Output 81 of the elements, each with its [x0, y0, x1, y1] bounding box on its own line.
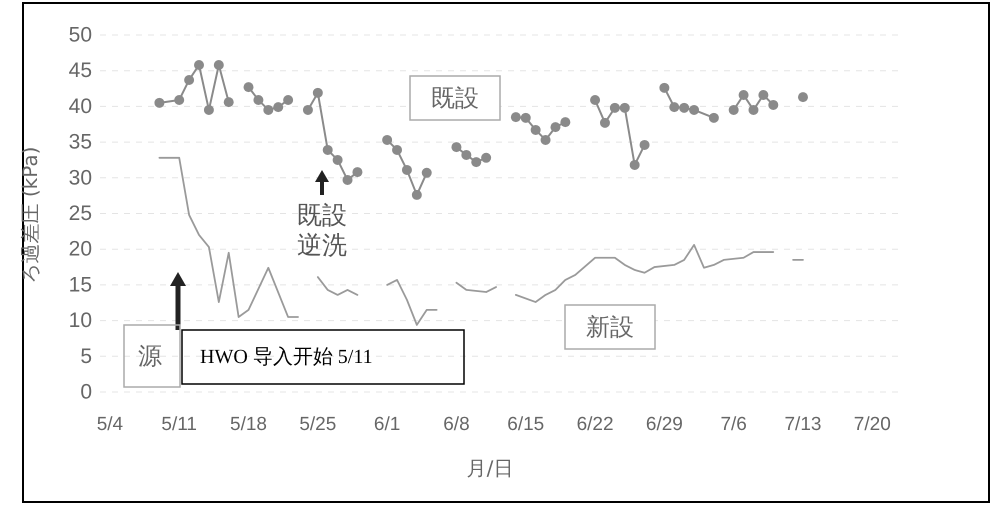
series-label: 新設	[586, 313, 634, 341]
y-tick-label: 5	[80, 344, 92, 368]
point	[540, 134, 551, 145]
point	[154, 98, 164, 108]
x-tick-label: 6/8	[443, 414, 470, 435]
point	[659, 82, 670, 93]
point	[283, 94, 294, 105]
annotation: HWO 导入开始 5/11	[200, 346, 373, 368]
point	[471, 157, 482, 168]
point	[352, 167, 362, 178]
point	[738, 90, 749, 100]
point	[560, 117, 570, 128]
point	[244, 82, 254, 92]
point	[322, 144, 333, 155]
point	[174, 94, 184, 105]
x-tick-label: 5/25	[299, 414, 336, 435]
text: 既設	[431, 84, 479, 112]
x-tick-label: 5/11	[161, 414, 197, 435]
y-axis-title: ろ過差圧 (kPa)	[18, 146, 42, 284]
x-tick-label: 6/22	[576, 414, 614, 435]
point	[214, 60, 224, 70]
x-tick-label: 7/20	[854, 414, 891, 435]
point	[332, 154, 343, 165]
point	[640, 140, 650, 150]
y-tick-label: 35	[68, 130, 92, 154]
x-tick-label: 6/29	[646, 414, 683, 435]
y-tick-label: 15	[68, 273, 92, 296]
x-axis-title: 月/日	[466, 456, 514, 480]
y-tick-label: 45	[68, 59, 92, 82]
point	[263, 104, 274, 115]
x-tick-label: 7/6	[720, 414, 747, 435]
point	[342, 174, 353, 185]
point	[422, 168, 432, 178]
point	[600, 118, 610, 128]
point	[679, 102, 690, 113]
point	[392, 144, 402, 155]
text: 逆洗	[297, 230, 347, 260]
y-tick-label: 10	[68, 309, 92, 332]
point	[520, 112, 531, 123]
point	[758, 90, 768, 100]
point	[382, 134, 392, 145]
point	[510, 112, 521, 122]
point	[669, 102, 680, 112]
point	[184, 74, 194, 85]
point	[273, 102, 284, 112]
point	[530, 124, 541, 135]
point	[610, 102, 620, 113]
point	[689, 104, 700, 115]
point	[312, 88, 323, 98]
point	[302, 104, 313, 115]
point	[224, 97, 234, 108]
x-tick-label: 6/15	[507, 414, 544, 435]
x-tick-label: 6/1	[374, 414, 400, 435]
point	[630, 160, 640, 170]
x-tick-label: 5/4	[96, 414, 124, 435]
point	[550, 122, 560, 132]
point	[451, 142, 462, 152]
point	[412, 190, 422, 200]
y-tick-label: 50	[68, 24, 92, 46]
point	[620, 102, 630, 113]
y-tick-label: 30	[68, 166, 92, 190]
point	[728, 104, 739, 115]
x-tick-label: 7/13	[784, 414, 822, 435]
annotation: 源	[138, 342, 162, 370]
y-tick-label: 20	[68, 238, 92, 261]
point	[204, 104, 214, 115]
x-tick-label: 5/18	[230, 414, 268, 435]
point	[402, 164, 412, 175]
point	[481, 152, 492, 163]
point	[461, 150, 472, 160]
point	[748, 104, 758, 115]
point	[194, 60, 204, 70]
point	[798, 92, 808, 102]
series-label: 既設	[297, 200, 347, 230]
point	[253, 94, 264, 105]
y-tick-label: 40	[68, 94, 92, 118]
y-tick-label: 0	[80, 380, 92, 404]
point	[590, 94, 600, 105]
point	[768, 100, 778, 110]
point	[708, 112, 719, 123]
y-tick-label: 25	[68, 202, 92, 225]
